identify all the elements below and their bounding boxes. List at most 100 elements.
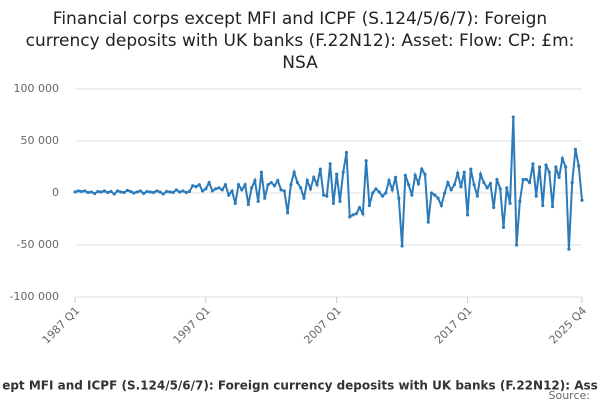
- point: [413, 173, 417, 177]
- point: [485, 186, 489, 190]
- y-tick-label: 50 000: [21, 134, 60, 147]
- point: [220, 188, 224, 192]
- point: [433, 193, 437, 197]
- point: [158, 190, 162, 194]
- point: [318, 167, 322, 171]
- point: [129, 189, 133, 194]
- point: [89, 190, 93, 194]
- point: [534, 194, 538, 198]
- point: [115, 189, 120, 193]
- point: [501, 225, 506, 229]
- point: [230, 189, 234, 193]
- point: [325, 194, 329, 198]
- point: [341, 170, 345, 174]
- point: [344, 150, 349, 155]
- point: [109, 189, 113, 194]
- point: [521, 177, 525, 182]
- point: [93, 191, 97, 196]
- point: [570, 181, 574, 185]
- point: [429, 191, 434, 195]
- point: [194, 185, 198, 189]
- point: [174, 188, 178, 192]
- point: [564, 165, 568, 169]
- point: [263, 196, 267, 200]
- point: [505, 186, 509, 190]
- point: [187, 189, 192, 194]
- point: [214, 187, 218, 191]
- point: [374, 187, 378, 191]
- x-tick-label: 1997 Q1: [171, 304, 214, 347]
- point: [250, 186, 254, 190]
- point: [142, 191, 146, 196]
- source: Source:: [549, 389, 591, 400]
- point: [482, 181, 486, 185]
- point: [184, 190, 188, 195]
- point: [132, 191, 136, 195]
- point: [161, 192, 165, 196]
- point: [145, 189, 149, 194]
- point: [354, 212, 358, 216]
- point: [73, 190, 77, 194]
- point: [498, 187, 502, 191]
- point: [197, 183, 201, 187]
- point: [518, 199, 522, 203]
- point: [99, 190, 103, 194]
- point: [488, 182, 493, 186]
- caption: ept MFI and ICPF (S.124/5/6/7): Foreign …: [2, 379, 598, 393]
- point: [289, 183, 293, 187]
- point: [83, 189, 87, 193]
- point: [79, 189, 84, 194]
- point: [125, 188, 129, 192]
- point: [393, 175, 398, 179]
- chart-title: Financial corps except MFI and ICPF (S.1…: [25, 9, 575, 73]
- x-tick-label: 1987 Q1: [40, 304, 83, 347]
- point: [210, 189, 214, 193]
- point: [96, 189, 100, 194]
- point: [315, 183, 319, 187]
- point: [335, 172, 339, 176]
- point: [377, 190, 381, 194]
- point: [119, 190, 123, 194]
- point: [86, 190, 90, 195]
- point: [371, 191, 375, 195]
- point: [102, 189, 107, 193]
- point: [560, 157, 564, 161]
- point: [217, 186, 221, 190]
- point: [168, 190, 172, 194]
- point: [557, 175, 561, 179]
- point: [472, 183, 476, 187]
- point: [456, 171, 460, 175]
- point: [331, 201, 336, 205]
- point: [390, 188, 394, 192]
- point: [269, 181, 273, 185]
- point: [554, 165, 558, 169]
- point: [76, 189, 80, 193]
- point: [138, 189, 143, 193]
- y-tick-label: -50 000: [17, 238, 59, 251]
- point: [191, 184, 195, 188]
- point: [302, 196, 306, 200]
- point: [207, 181, 211, 185]
- point: [541, 203, 545, 208]
- point: [469, 167, 473, 171]
- point: [426, 220, 430, 224]
- point: [164, 189, 169, 194]
- x-tick-label: 2025 Q4: [547, 304, 590, 347]
- point: [577, 164, 581, 168]
- y-tick-label: -100 000: [10, 290, 59, 303]
- point: [580, 198, 584, 202]
- point: [279, 188, 283, 192]
- point: [272, 184, 277, 188]
- point: [328, 162, 332, 166]
- point: [236, 183, 241, 187]
- point: [364, 159, 368, 163]
- point: [479, 172, 483, 176]
- point: [436, 196, 440, 200]
- point: [403, 173, 407, 177]
- point: [492, 205, 496, 210]
- point: [475, 194, 479, 198]
- point: [420, 167, 424, 171]
- point: [246, 202, 250, 207]
- point: [321, 193, 326, 197]
- point: [305, 178, 309, 183]
